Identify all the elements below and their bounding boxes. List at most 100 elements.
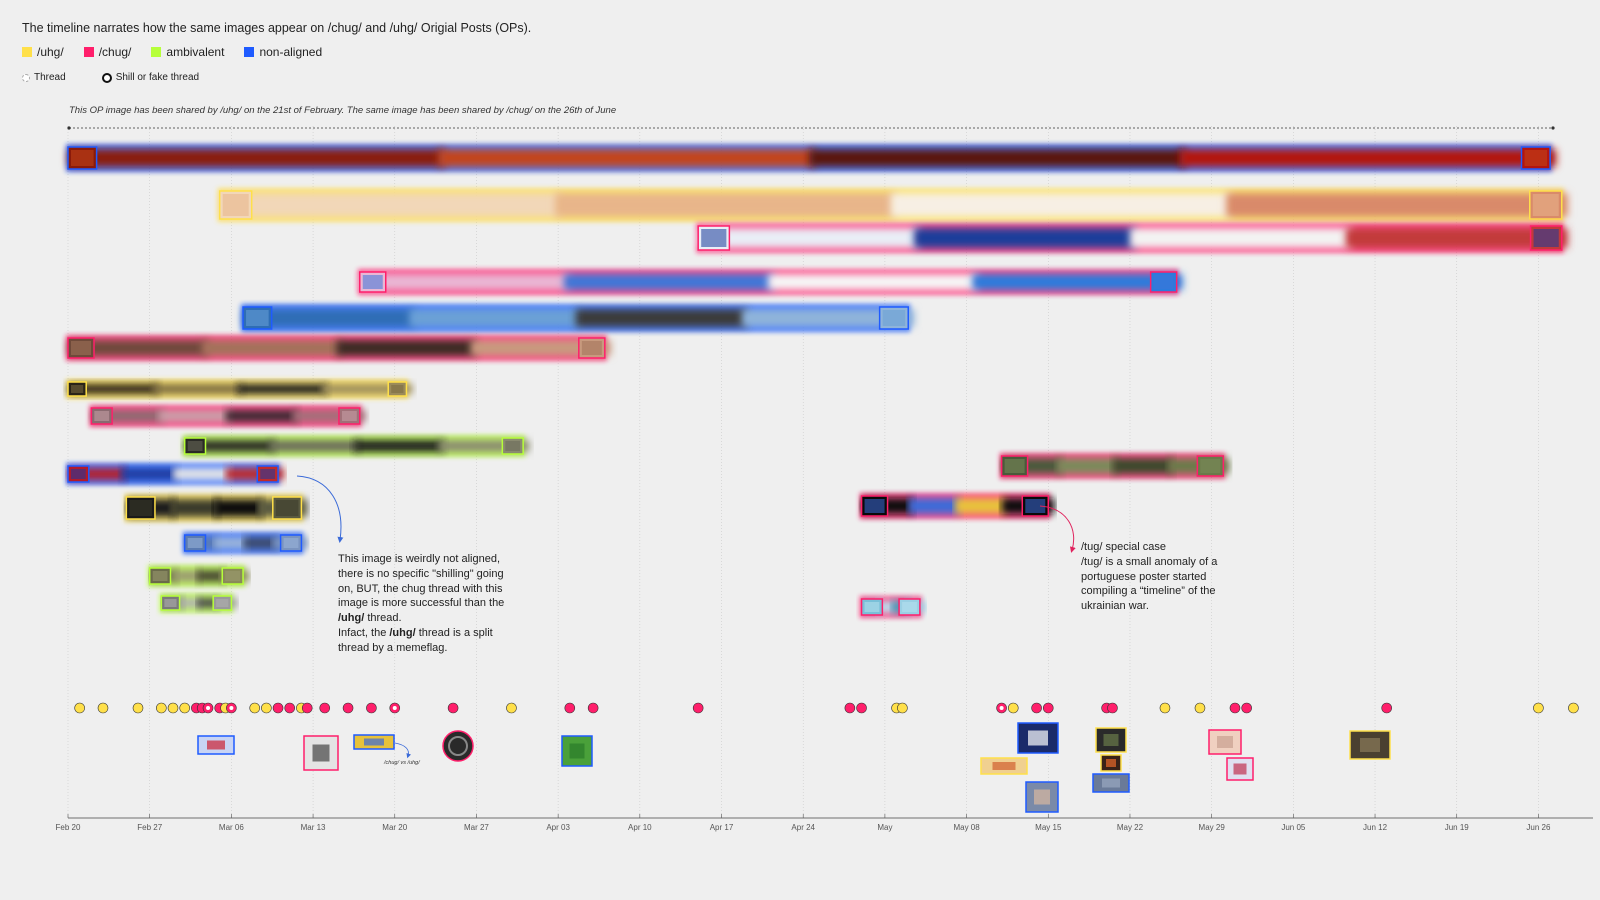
span-thumb-detail: [882, 310, 906, 326]
annotation-arrow-right: [1039, 505, 1076, 553]
span-blur-band: [173, 570, 203, 582]
shill-dot-center: [206, 706, 211, 710]
span-blur-band: [555, 193, 897, 217]
legend-item-shill: Shill or fake thread: [101, 72, 200, 83]
thumbnail-detail: [1034, 789, 1050, 805]
span-thumb-detail: [1025, 499, 1046, 513]
span-blur-band: [269, 440, 360, 452]
span-blur-band: [1226, 193, 1568, 217]
legend-swatch-ambivalent: [151, 47, 162, 57]
image-span: [999, 453, 1230, 479]
span-thumb-detail: [864, 602, 880, 612]
thumbnail-detail: [1106, 759, 1116, 767]
annotation-left-bold-2: /uhg/: [389, 626, 416, 639]
span-blur-band: [809, 149, 1186, 167]
span-blur-band: [954, 498, 1008, 514]
legend-item-thread: Thread: [22, 72, 66, 83]
shill-ring-icon: [101, 72, 112, 83]
image-span: [89, 405, 366, 427]
annotation-left-text-1: This image is weirdly not aligned, there…: [338, 553, 505, 610]
thread-dot: [587, 702, 599, 714]
span-thumb-detail: [701, 229, 727, 247]
thread-dot: [856, 702, 867, 714]
span-thumb-detail: [341, 411, 357, 421]
span-thumb-detail: [1532, 194, 1559, 216]
annotation-arrow-left: [296, 475, 344, 543]
x-tick-label: Feb 20: [56, 823, 81, 832]
span-thumb-detail: [152, 571, 168, 581]
x-tick-label: Mar 13: [301, 823, 326, 832]
span-blur-band: [409, 309, 582, 327]
x-tick-label: Mar 06: [219, 823, 244, 832]
image-span: [66, 144, 1557, 172]
thumbnail-detail: [569, 743, 585, 759]
x-tick-label: Apr 10: [628, 823, 652, 832]
thread-dot: [261, 702, 272, 714]
span-blur-band: [184, 440, 276, 452]
span-thumb-detail: [505, 441, 521, 451]
legend-item-ambivalent: ambivalent: [151, 45, 224, 59]
annotation-left-bold-1: /uhg/: [338, 612, 365, 625]
legend-label-ambivalent: ambivalent: [166, 45, 225, 59]
image-span: [696, 223, 1568, 253]
span-thumb-detail: [1153, 275, 1174, 289]
span-blur-band: [321, 384, 413, 394]
thread-dot: [74, 702, 85, 714]
thumbnail-detail: [364, 738, 384, 746]
caption-span-start: [67, 126, 71, 130]
span-blur-band: [563, 274, 775, 290]
thread-dot: [319, 702, 331, 714]
thread-dot: [564, 702, 576, 714]
thread-dot: [249, 702, 261, 714]
thread-dot: [366, 702, 377, 714]
span-thumb-detail: [71, 150, 94, 166]
thread-dot: [1107, 702, 1118, 714]
thumb-inline-label: /chug/ vs /uhg/: [383, 760, 420, 766]
thread-dot: [844, 702, 856, 714]
legend-swatch-chug: [83, 47, 94, 57]
thumbnail-detail: [1360, 738, 1380, 752]
span-thumb-detail: [187, 441, 203, 451]
image-span: [859, 493, 1055, 519]
x-tick-label: May 22: [1117, 823, 1144, 832]
image-span: [66, 335, 611, 361]
image-span: [859, 596, 926, 618]
legend-label-shill: Shill or fake thread: [115, 72, 200, 83]
thumbnail-detail: [1102, 778, 1120, 788]
image-span: [147, 565, 250, 587]
span-blur-band: [359, 274, 570, 290]
thumbnail-detail: [1103, 734, 1119, 746]
span-thumb-detail: [222, 194, 249, 216]
span-blur-band: [1112, 458, 1174, 474]
x-tick-label: May 08: [953, 823, 980, 832]
legend-label-non-aligned: non-aligned: [259, 45, 323, 59]
span-blur-band: [237, 384, 328, 394]
span-blur-band: [196, 598, 220, 608]
span-blur-band: [213, 537, 250, 549]
thread-dot: [1533, 702, 1544, 714]
image-span: [217, 188, 1568, 222]
timeline-dots: [74, 702, 1579, 714]
thread-dot: [1007, 702, 1019, 714]
span-blur-band: [470, 340, 611, 356]
span-blur-band: [213, 499, 264, 517]
span-blur-band: [353, 440, 445, 452]
span-thumb-detail: [216, 599, 229, 607]
image-span: [66, 379, 413, 399]
span-thumb-detail: [1200, 459, 1221, 473]
image-span: [124, 494, 308, 522]
span-thumb-detail: [71, 385, 84, 393]
x-tick-label: Jun 26: [1526, 823, 1551, 832]
shill-dot-center: [229, 706, 234, 710]
span-blur-band: [178, 598, 203, 608]
x-tick-label: May 29: [1199, 823, 1226, 832]
image-span: [66, 463, 285, 485]
span-blur-band: [890, 193, 1233, 217]
x-tick-label: Apr 03: [546, 823, 570, 832]
span-thumb-detail: [362, 275, 383, 289]
shill-dot-center: [999, 706, 1004, 710]
span-blur-band: [243, 309, 416, 327]
span-blur-band: [68, 149, 445, 167]
thread-dot: [1241, 702, 1252, 714]
